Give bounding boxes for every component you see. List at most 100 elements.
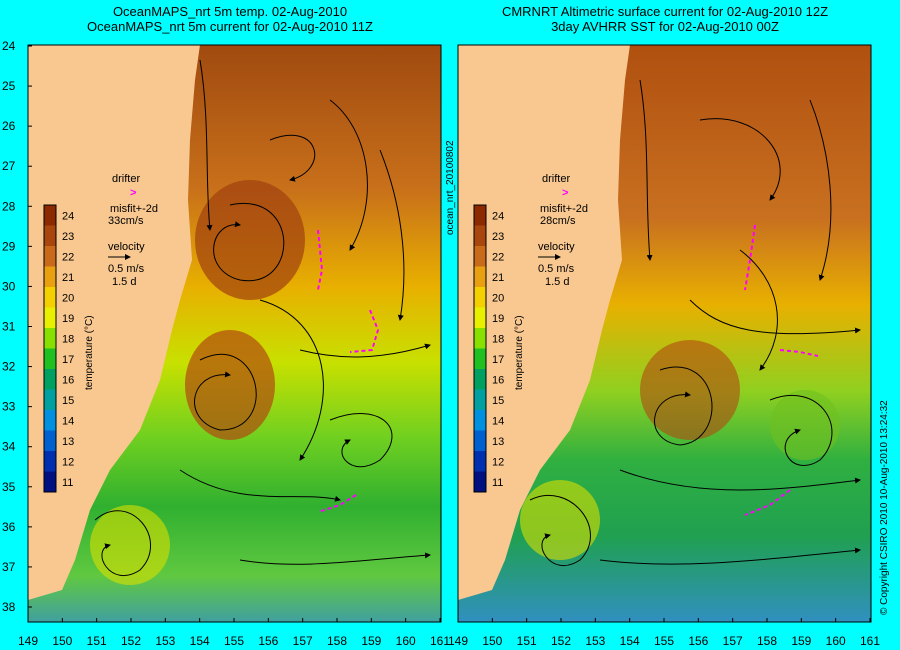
colorbar-swatch xyxy=(474,348,486,369)
colorbar-tick-label: 17 xyxy=(62,354,74,366)
x-tick-label: 158 xyxy=(757,634,777,648)
colorbar-swatch xyxy=(44,328,56,349)
x-tick-label: 157 xyxy=(293,634,313,648)
side-label-middle: ocean_nrt_20100802 xyxy=(445,140,456,235)
y-tick-label: 26 xyxy=(2,119,16,133)
colorbar-tick-label: 21 xyxy=(62,272,74,284)
colorbar-tick-label: 20 xyxy=(492,292,504,304)
x-tick-label: 149 xyxy=(18,634,38,648)
colorbar-swatch xyxy=(474,471,486,492)
right-colorbar-label: temperature (°C) xyxy=(514,315,525,390)
x-tick-label: 151 xyxy=(517,634,537,648)
right-legend-drifter-symbol: > xyxy=(562,187,568,199)
x-tick-label: 153 xyxy=(585,634,605,648)
colorbar-swatch xyxy=(474,307,486,328)
right-legend-velocity-duration: 1.5 d xyxy=(545,276,569,288)
right-legend-misfit-speed: 28cm/s xyxy=(540,215,576,227)
right-land xyxy=(458,45,630,600)
colorbar-tick-label: 17 xyxy=(492,354,504,366)
y-tick-label: 31 xyxy=(2,320,16,334)
colorbar-swatch xyxy=(44,348,56,369)
colorbar-tick-label: 12 xyxy=(492,456,504,468)
x-tick-label: 152 xyxy=(551,634,571,648)
colorbar-swatch xyxy=(474,266,486,287)
x-tick-label: 160 xyxy=(396,634,416,648)
left-legend-drifter: drifter xyxy=(112,173,140,185)
right-eddy-south xyxy=(520,480,600,560)
left-warm-eddy xyxy=(195,180,305,300)
left-legend-velocity-scale: 0.5 m/s xyxy=(108,263,145,275)
left-title-line2: OceanMAPS_nrt 5m current for 02-Aug-2010… xyxy=(87,19,373,34)
colorbar-swatch xyxy=(474,205,486,226)
colorbar-tick-label: 20 xyxy=(62,292,74,304)
y-tick-label: 37 xyxy=(2,560,16,574)
colorbar-swatch xyxy=(44,225,56,246)
x-tick-label: 154 xyxy=(620,634,640,648)
colorbar-swatch xyxy=(474,225,486,246)
x-tick-label: 154 xyxy=(190,634,210,648)
left-land xyxy=(28,45,200,600)
x-tick-label: 150 xyxy=(482,634,502,648)
colorbar-swatch xyxy=(474,410,486,431)
right-legend-velocity-scale: 0.5 m/s xyxy=(538,263,575,275)
y-tick-label: 24 xyxy=(2,39,16,53)
y-tick-label: 34 xyxy=(2,440,16,454)
right-title-line2: 3day AVHRR SST for 02-Aug-2010 00Z xyxy=(551,19,779,34)
left-legend-misfit: misfit+-2d xyxy=(110,203,158,215)
colorbar-swatch xyxy=(44,266,56,287)
colorbar-swatch xyxy=(474,451,486,472)
right-x-axis: 149 150 151 152 153 154 155 156 157 158 159 160 161 xyxy=(448,618,880,648)
colorbar-swatch xyxy=(44,287,56,308)
right-colorbar: 24 23 22 21 20 19 18 17 16 15 14 13 12 11 xyxy=(473,204,504,493)
right-streamlines xyxy=(529,79,861,567)
y-tick-label: 38 xyxy=(2,600,16,614)
x-tick-label: 157 xyxy=(723,634,743,648)
colorbar-frame xyxy=(473,204,487,493)
x-tick-label: 156 xyxy=(688,634,708,648)
x-tick-label: 159 xyxy=(791,634,811,648)
colorbar-swatch xyxy=(44,369,56,390)
left-drifter-tracks xyxy=(317,229,380,513)
colorbar-tick-label: 22 xyxy=(62,251,74,263)
colorbar-tick-label: 18 xyxy=(62,333,74,345)
colorbar-tick-label: 21 xyxy=(492,272,504,284)
x-tick-label: 151 xyxy=(87,634,107,648)
colorbar-tick-label: 24 xyxy=(62,210,74,222)
colorbar-tick-label: 19 xyxy=(62,313,74,325)
y-tick-label: 29 xyxy=(2,239,16,253)
colorbar-tick-label: 11 xyxy=(62,477,73,489)
left-panel-title: OceanMAPS_nrt 5m temp. 02-Aug-2010 Ocean… xyxy=(20,4,440,34)
colorbar-swatch xyxy=(44,471,56,492)
colorbar-tick-label: 12 xyxy=(62,456,74,468)
right-eddy-east xyxy=(770,390,840,460)
colorbar-swatch xyxy=(474,287,486,308)
left-legend-velocity-duration: 1.5 d xyxy=(112,276,136,288)
colorbar-frame xyxy=(43,204,57,493)
colorbar-swatch xyxy=(474,369,486,390)
right-legend-velocity: velocity xyxy=(538,241,575,253)
y-tick-label: 30 xyxy=(2,279,16,293)
y-tick-label: 27 xyxy=(2,159,16,173)
y-tick-label: 35 xyxy=(2,480,16,494)
colorbar-swatch xyxy=(44,205,56,226)
right-title-line1: CMRNRT Altimetric surface current for 02… xyxy=(501,4,829,19)
left-legend-drifter-symbol: > xyxy=(130,187,136,199)
y-tick-label: 33 xyxy=(2,400,16,414)
colorbar-swatch xyxy=(474,389,486,410)
colorbar-tick-label: 24 xyxy=(492,210,504,222)
colorbar-tick-label: 23 xyxy=(492,231,504,243)
colorbar-tick-label: 23 xyxy=(62,231,74,243)
left-colorbar: 24 23 22 21 20 19 18 17 16 15 14 13 12 11 xyxy=(43,204,74,493)
x-tick-label: 158 xyxy=(327,634,347,648)
x-tick-label: 161 xyxy=(430,634,450,648)
colorbar-tick-label: 16 xyxy=(492,374,504,386)
x-tick-label: 150 xyxy=(52,634,72,648)
y-tick-label: 32 xyxy=(2,360,16,374)
colorbar-swatch xyxy=(44,430,56,451)
y-tick-label: 36 xyxy=(2,520,16,534)
right-warm-eddy xyxy=(640,340,740,440)
left-eddy-south xyxy=(90,505,170,585)
x-tick-label: 155 xyxy=(224,634,244,648)
left-legend: drifter > misfit+-2d 33cm/s velocity 0.5… xyxy=(108,173,158,288)
